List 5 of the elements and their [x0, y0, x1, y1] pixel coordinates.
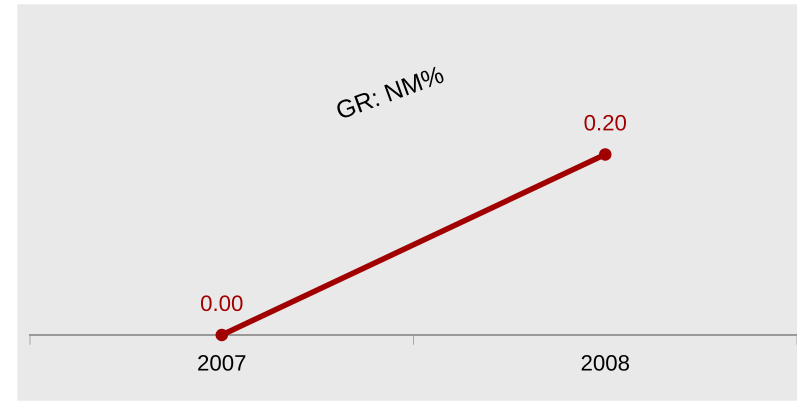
data-label: 0.20	[584, 114, 626, 131]
data-label: 0.00	[200, 295, 243, 312]
x-tick-label: 2007	[198, 355, 246, 371]
text: GR: NM%	[335, 65, 445, 120]
x-tick-label: 2008	[582, 355, 630, 371]
